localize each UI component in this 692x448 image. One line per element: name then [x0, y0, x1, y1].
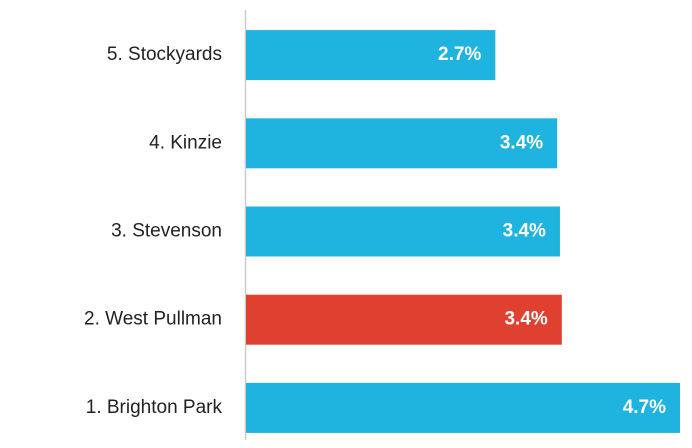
- value-label: 4.7%: [623, 397, 666, 418]
- category-label: 4. Kinzie: [149, 132, 222, 153]
- value-label: 2.7%: [438, 44, 481, 65]
- bar: [246, 382, 680, 433]
- bar: [246, 30, 496, 81]
- value-label: 3.4%: [503, 221, 546, 242]
- category-label: 1. Brighton Park: [86, 397, 223, 418]
- category-label: 3. Stevenson: [111, 221, 222, 242]
- category-label: 2. West Pullman: [84, 309, 222, 330]
- category-label: 5. Stockyards: [107, 44, 222, 65]
- bar: [246, 118, 558, 169]
- value-label: 3.4%: [504, 309, 547, 330]
- value-label: 3.4%: [500, 132, 543, 153]
- bar: [246, 294, 562, 345]
- bar: [246, 206, 560, 257]
